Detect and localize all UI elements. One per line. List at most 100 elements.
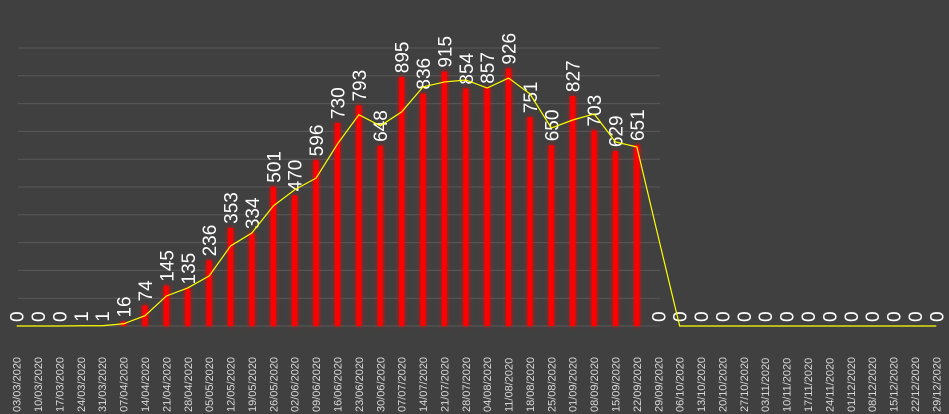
- value-label: 1: [72, 311, 93, 322]
- bar: [206, 260, 212, 326]
- value-label: 730: [328, 87, 349, 119]
- bar: [185, 288, 191, 326]
- value-label: 0: [906, 311, 927, 322]
- bar: [634, 145, 640, 326]
- bar: [249, 233, 255, 326]
- value-label: 0: [863, 311, 884, 322]
- x-tick-label: 31/03/2020: [97, 357, 109, 412]
- x-tick-label: 27/10/2020: [739, 357, 751, 412]
- x-tick-label: 09/06/2020: [311, 357, 323, 412]
- value-label: 1: [93, 311, 114, 322]
- x-tick-label: 30/06/2020: [375, 357, 387, 412]
- x-tick-label: 20/10/2020: [717, 357, 729, 412]
- value-label: 0: [842, 311, 863, 322]
- x-tick-label: 13/10/2020: [696, 357, 708, 412]
- x-tick-label: 17/11/2020: [803, 358, 815, 412]
- value-label: 353: [222, 192, 243, 224]
- x-tick-label: 24/03/2020: [76, 357, 88, 412]
- value-label: 145: [157, 250, 178, 282]
- x-tick-label: 03/11/2020: [760, 358, 772, 412]
- x-tick-label: 04/08/2020: [482, 357, 494, 412]
- bar: [334, 123, 340, 326]
- value-label: 236: [200, 225, 221, 257]
- x-tick-label: 21/04/2020: [161, 357, 173, 412]
- x-tick-label: 03/03/2020: [12, 357, 24, 412]
- value-label: 0: [692, 311, 713, 322]
- x-tick-label: 14/04/2020: [140, 357, 152, 412]
- value-label: 836: [414, 58, 435, 90]
- value-label: 0: [649, 311, 670, 322]
- value-label: 895: [393, 41, 414, 73]
- value-label: 915: [435, 36, 456, 68]
- value-label: 0: [713, 311, 734, 322]
- x-tick-label: 25/08/2020: [546, 357, 558, 412]
- x-tick-label: 16/06/2020: [332, 357, 344, 412]
- x-tick-label: 24/11/2020: [824, 358, 836, 412]
- trend-line: [16, 77, 937, 327]
- x-tick-label: 14/07/2020: [418, 357, 430, 412]
- x-tick-label: 28/04/2020: [183, 357, 195, 412]
- value-label: 596: [307, 125, 328, 157]
- bar: [163, 285, 169, 326]
- value-label: 857: [478, 52, 499, 84]
- x-tick-label: 11/08/2020: [504, 358, 516, 412]
- x-tick-label: 26/05/2020: [268, 357, 280, 412]
- value-label: 0: [735, 311, 756, 322]
- x-tick-label: 07/07/2020: [397, 357, 409, 412]
- bar: [356, 105, 362, 327]
- value-label: 501: [264, 151, 285, 183]
- value-label: 0: [29, 311, 50, 322]
- x-tick-label: 01/09/2020: [568, 357, 580, 412]
- bar: [527, 117, 533, 326]
- value-label: 827: [564, 60, 585, 92]
- bar: [506, 68, 512, 327]
- bar: [548, 145, 554, 326]
- bar: [313, 160, 319, 326]
- bar: [484, 87, 490, 326]
- bar: [591, 130, 597, 326]
- bar: [463, 88, 469, 326]
- value-label: 0: [799, 311, 820, 322]
- value-label: 16: [115, 296, 136, 317]
- bar: [570, 96, 576, 327]
- x-tick-label: 21/07/2020: [439, 357, 451, 412]
- bar: [377, 145, 383, 326]
- x-tick-label: 08/12/2020: [867, 357, 879, 412]
- value-label: 135: [179, 253, 200, 285]
- x-tick-label: 10/03/2020: [33, 357, 45, 412]
- value-label: 854: [457, 52, 478, 84]
- bar: [228, 227, 234, 326]
- value-label: 334: [243, 197, 264, 229]
- x-tick-label: 22/12/2020: [910, 357, 922, 412]
- x-tick-label: 07/04/2020: [119, 357, 131, 412]
- value-label: 470: [286, 160, 307, 192]
- value-label: 703: [585, 95, 606, 127]
- x-tick-label: 29/09/2020: [653, 357, 665, 412]
- value-label: 0: [756, 311, 777, 322]
- x-tick-label: 17/03/2020: [54, 357, 66, 412]
- x-tick-label: 12/05/2020: [226, 357, 238, 412]
- x-tick-label: 02/06/2020: [290, 357, 302, 412]
- value-label: 651: [628, 109, 649, 141]
- value-label: 74: [136, 280, 157, 302]
- value-label: 648: [371, 110, 392, 142]
- value-label: 0: [8, 311, 29, 322]
- bar: [399, 77, 405, 326]
- x-tick-label: 19/05/2020: [247, 357, 259, 412]
- x-tick-label: 15/09/2020: [611, 357, 623, 412]
- value-label: 629: [607, 115, 628, 147]
- bar: [420, 93, 426, 326]
- x-tick-label: 05/05/2020: [204, 357, 216, 412]
- x-tick-label: 10/11/2020: [782, 358, 794, 412]
- bar: [270, 186, 276, 326]
- value-label: 0: [927, 311, 948, 322]
- x-tick-label: 29/12/2020: [931, 357, 943, 412]
- x-tick-label: 08/09/2020: [589, 357, 601, 412]
- x-tick-label: 28/07/2020: [461, 357, 473, 412]
- value-label: 0: [885, 311, 906, 322]
- bar: [441, 71, 447, 326]
- value-label: 926: [500, 33, 521, 65]
- value-label: 0: [50, 311, 71, 322]
